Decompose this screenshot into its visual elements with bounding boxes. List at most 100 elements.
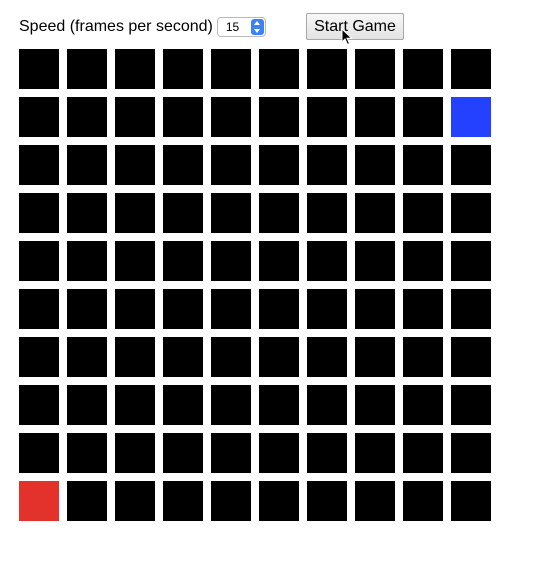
grid-cell <box>163 289 203 329</box>
grid-cell <box>67 433 107 473</box>
arrow-down-icon[interactable] <box>254 29 261 33</box>
grid-cell <box>355 241 395 281</box>
grid-cell <box>451 145 491 185</box>
speed-stepper[interactable]: 15 <box>216 17 266 37</box>
grid-cell <box>403 193 443 233</box>
grid-cell <box>307 385 347 425</box>
grid-cell <box>115 385 155 425</box>
grid-cell <box>115 337 155 377</box>
grid-cell <box>163 97 203 137</box>
grid-cell <box>115 193 155 233</box>
grid-cell <box>259 289 299 329</box>
grid-cell <box>163 433 203 473</box>
grid-cell <box>163 145 203 185</box>
grid-cell <box>115 97 155 137</box>
grid-cell <box>115 481 155 521</box>
grid-cell <box>19 241 59 281</box>
start-game-button[interactable]: Start Game <box>306 13 404 40</box>
grid-cell <box>67 241 107 281</box>
grid-cell <box>307 145 347 185</box>
grid-cell <box>67 385 107 425</box>
grid-cell <box>403 289 443 329</box>
player-cell <box>451 97 491 137</box>
grid-cell <box>451 385 491 425</box>
grid-cell <box>307 481 347 521</box>
speed-controls: Speed (frames per second) 15 <box>19 13 266 41</box>
grid-cell <box>403 97 443 137</box>
grid-cell <box>355 145 395 185</box>
grid-cell <box>211 289 251 329</box>
grid-cell <box>259 241 299 281</box>
grid-cell <box>211 433 251 473</box>
grid-cell <box>115 49 155 89</box>
grid-cell <box>307 241 347 281</box>
grid-cell <box>451 289 491 329</box>
grid-cell <box>211 193 251 233</box>
grid-cell <box>211 385 251 425</box>
grid-cell <box>259 433 299 473</box>
grid-cell <box>19 433 59 473</box>
speed-value[interactable]: 15 <box>225 20 240 34</box>
grid-cell <box>19 145 59 185</box>
grid-cell <box>211 97 251 137</box>
grid-cell <box>451 193 491 233</box>
grid-cell <box>403 481 443 521</box>
grid-cell <box>115 241 155 281</box>
grid-cell <box>19 289 59 329</box>
grid-cell <box>115 289 155 329</box>
grid-cell <box>307 193 347 233</box>
grid-cell <box>355 193 395 233</box>
grid-cell <box>307 433 347 473</box>
grid-cell <box>403 433 443 473</box>
grid-cell <box>19 193 59 233</box>
game-board <box>19 49 491 521</box>
grid-cell <box>307 289 347 329</box>
grid-cell <box>355 433 395 473</box>
grid-cell <box>163 49 203 89</box>
grid-cell <box>355 49 395 89</box>
grid-cell <box>19 97 59 137</box>
grid-cell <box>451 481 491 521</box>
grid-cell <box>67 193 107 233</box>
grid-cell <box>403 49 443 89</box>
grid-cell <box>355 97 395 137</box>
grid-cell <box>211 337 251 377</box>
mouse-pointer-icon <box>341 28 353 46</box>
grid-cell <box>19 385 59 425</box>
grid-cell <box>163 385 203 425</box>
stepper-arrows-icon[interactable] <box>250 19 264 35</box>
grid-cell <box>163 481 203 521</box>
grid-cell <box>211 145 251 185</box>
grid-cell <box>259 49 299 89</box>
grid-cell <box>259 337 299 377</box>
grid-cell <box>67 337 107 377</box>
grid-cell <box>115 145 155 185</box>
grid-cell <box>403 145 443 185</box>
grid-cell <box>355 289 395 329</box>
grid-cell <box>355 385 395 425</box>
grid-cell <box>259 481 299 521</box>
grid-cell <box>307 49 347 89</box>
grid-cell <box>67 49 107 89</box>
grid-cell <box>451 241 491 281</box>
grid-cell <box>259 97 299 137</box>
arrow-up-icon[interactable] <box>254 21 261 25</box>
grid-cell <box>211 49 251 89</box>
grid-cell <box>403 385 443 425</box>
speed-label: Speed (frames per second) <box>19 18 213 35</box>
grid-cell <box>67 289 107 329</box>
grid-cell <box>211 481 251 521</box>
grid-cell <box>67 481 107 521</box>
grid-cell <box>259 385 299 425</box>
grid-cell <box>307 97 347 137</box>
grid-cell <box>355 337 395 377</box>
grid-cell <box>451 337 491 377</box>
grid-cell <box>307 337 347 377</box>
grid-cell <box>163 241 203 281</box>
grid-cell <box>163 337 203 377</box>
grid-cell <box>259 145 299 185</box>
grid-cell <box>451 49 491 89</box>
grid-cell <box>19 337 59 377</box>
target-cell <box>19 481 59 521</box>
grid-cell <box>259 193 299 233</box>
